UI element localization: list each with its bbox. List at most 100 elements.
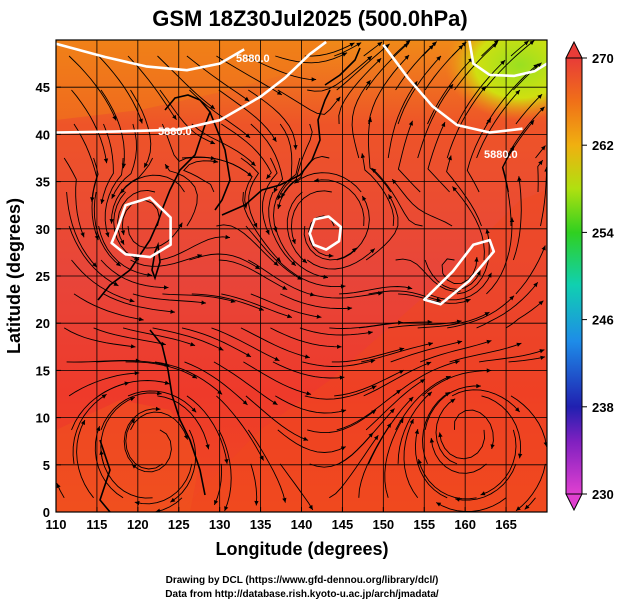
chart-title: GSM 18Z30Jul2025 (500.0hPa) — [152, 6, 468, 31]
contour-line — [56, 40, 327, 134]
streamline — [221, 293, 293, 318]
contour-label-west: 5880.0 — [158, 126, 192, 138]
streamline — [395, 375, 451, 431]
streamline — [398, 293, 471, 304]
streamline — [515, 463, 546, 512]
streamline-arrow — [441, 122, 446, 127]
contour-line — [468, 40, 547, 78]
streamline — [127, 55, 177, 121]
streamline — [304, 385, 377, 400]
streamline — [441, 257, 478, 284]
streamline — [391, 178, 453, 227]
streamline — [134, 463, 193, 505]
streamline-arrow — [293, 145, 298, 150]
streamline-arrow — [356, 42, 362, 47]
contour-line — [423, 238, 496, 306]
streamline-arrow — [371, 409, 377, 415]
y-tick-label: 30 — [36, 222, 50, 237]
streamline-arrow — [374, 435, 379, 441]
streamline — [456, 59, 506, 125]
streamline-arrow — [414, 429, 419, 434]
streamline-arrow — [303, 436, 309, 441]
x-tick-label: 130 — [209, 517, 231, 532]
streamline — [303, 225, 358, 261]
y-tick-label: 10 — [36, 411, 50, 426]
y-tick-label: 35 — [36, 175, 50, 190]
y-tick-label: 15 — [36, 363, 50, 378]
streamline-arrow — [420, 379, 425, 384]
streamline — [248, 259, 315, 296]
streamline — [505, 106, 545, 159]
streamline — [68, 372, 140, 397]
colorbar-tick-label: 230 — [592, 487, 614, 502]
streamline — [447, 295, 515, 329]
streamline — [513, 62, 542, 91]
streamline-arrow — [523, 40, 529, 46]
x-tick-label: 145 — [332, 517, 354, 532]
streamline — [262, 157, 278, 235]
streamline-arrow — [277, 194, 282, 200]
streamline — [397, 120, 421, 193]
streamline-arrow — [120, 188, 125, 194]
streamline-arrow — [533, 282, 538, 288]
streamline-arrow — [272, 400, 278, 405]
streamline-arrow — [487, 272, 492, 278]
streamline-arrow — [529, 120, 535, 126]
streamline-arrow — [170, 497, 176, 503]
streamline-arrow — [541, 245, 546, 251]
streamline — [424, 259, 481, 290]
streamline-arrow — [500, 60, 506, 65]
streamline — [427, 272, 492, 301]
streamline-arrow — [444, 392, 450, 397]
streamline — [430, 437, 487, 474]
streamline-arrow — [447, 155, 452, 161]
streamline-arrow — [172, 114, 177, 120]
streamline-arrow — [210, 140, 216, 145]
streamline-arrow — [426, 361, 432, 366]
y-tick-label: 20 — [36, 316, 50, 331]
streamline — [304, 42, 355, 57]
colorbar-ticks: 230 238 246 254 262 270 — [582, 51, 614, 502]
colorbar-max-arrow — [565, 40, 583, 59]
x-tick-label: 165 — [495, 517, 517, 532]
streamline-arrow — [276, 257, 281, 262]
streamline-arrow — [455, 497, 460, 502]
streamline-arrow — [164, 380, 170, 385]
streamline — [446, 86, 486, 159]
streamline — [218, 259, 288, 290]
streamline-arrow — [517, 453, 523, 459]
streamline — [290, 190, 332, 245]
streamline — [275, 395, 347, 414]
streamline-arrow — [130, 418, 135, 424]
streamline-arrow — [304, 354, 310, 359]
streamline — [243, 361, 312, 395]
streamlines — [56, 40, 547, 512]
streamline — [329, 434, 379, 499]
streamline-arrow — [370, 248, 375, 254]
credit-drawing: Drawing by DCL (https://www.gfd-dennou.o… — [166, 575, 439, 586]
streamline — [213, 463, 223, 506]
streamline-arrow — [370, 359, 376, 364]
streamline — [334, 42, 362, 57]
streamline — [104, 157, 124, 238]
streamline — [245, 395, 309, 441]
southeast-band — [180, 190, 547, 512]
streamline — [181, 327, 252, 358]
streamline-arrow — [265, 229, 270, 235]
streamline-arrow — [347, 306, 353, 311]
y-axis-ticks: 0 5 10 15 20 25 30 35 40 45 — [36, 80, 61, 520]
contour-label-nw: 5880.0 — [236, 53, 270, 65]
streamline-arrow — [543, 442, 547, 447]
streamline — [72, 393, 107, 464]
streamline — [275, 52, 348, 64]
streamline-arrow — [273, 187, 278, 193]
streamline-arrow — [277, 204, 282, 209]
streamline — [76, 419, 94, 499]
streamline — [130, 254, 203, 267]
streamline-arrow — [371, 385, 377, 390]
streamline-arrow — [538, 300, 544, 306]
streamline-arrow — [255, 264, 260, 270]
streamline — [127, 222, 183, 249]
streamline — [111, 123, 137, 199]
streamline-arrow — [302, 258, 307, 263]
